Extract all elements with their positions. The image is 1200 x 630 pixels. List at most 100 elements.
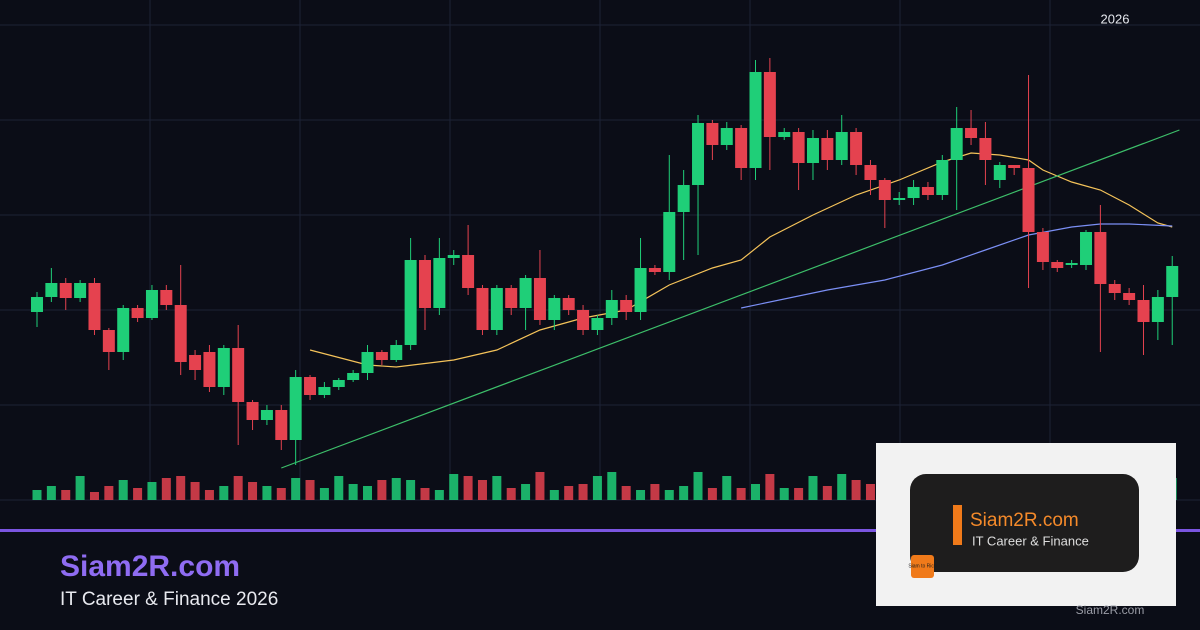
candle-body xyxy=(361,352,374,373)
candle-body xyxy=(88,283,101,330)
candle-body xyxy=(993,165,1006,180)
candle-body xyxy=(634,268,647,312)
candle-body xyxy=(864,165,877,180)
candle-body xyxy=(160,290,173,305)
candle-body xyxy=(447,255,460,258)
candle-body xyxy=(562,298,575,310)
time-label: 2026 xyxy=(1101,11,1130,26)
volume-bar xyxy=(837,474,847,500)
volume-bar xyxy=(549,490,559,500)
volume-bar xyxy=(636,490,646,500)
overlay-line xyxy=(309,152,1173,368)
candle-body xyxy=(735,128,748,168)
volume-bar xyxy=(46,486,56,500)
logo-badge xyxy=(911,555,934,578)
logo-bar xyxy=(953,505,962,545)
volume-bar xyxy=(420,488,430,500)
candle-body xyxy=(821,138,834,160)
volume-bar xyxy=(118,480,128,500)
volume-bar xyxy=(75,476,85,500)
candle-body xyxy=(965,128,978,138)
candle-body xyxy=(577,310,590,330)
volume-bar xyxy=(161,478,171,500)
watermark: Siam2R.com xyxy=(1076,603,1145,617)
candle-body xyxy=(950,128,963,160)
volume-bar xyxy=(794,488,804,500)
logo-badge-text: Siam to Rich xyxy=(908,563,937,569)
volume-bar xyxy=(305,480,315,500)
candle-body xyxy=(145,290,158,318)
volume-bar xyxy=(693,472,703,500)
volume-bar xyxy=(204,490,214,500)
candle-body xyxy=(979,138,992,160)
candle-body xyxy=(749,72,762,168)
candle-body xyxy=(1022,168,1035,232)
candle-body xyxy=(605,300,618,318)
candle-body xyxy=(1008,165,1021,168)
candle-body xyxy=(519,278,532,308)
candle-body xyxy=(1151,297,1164,322)
volume-bar xyxy=(89,492,99,500)
candle-body xyxy=(893,198,906,200)
volume-bar xyxy=(664,490,674,500)
candle-body xyxy=(117,308,130,352)
candle-body xyxy=(347,373,360,380)
tagline: IT Career & Finance 2026 xyxy=(60,589,278,610)
candle-body xyxy=(404,260,417,345)
volume-bar xyxy=(521,484,531,500)
candle-body xyxy=(591,318,604,330)
divider xyxy=(0,529,1200,532)
candle-body xyxy=(936,160,949,195)
candle-body xyxy=(462,255,475,288)
candle-body xyxy=(490,288,503,330)
candle-body xyxy=(246,402,259,420)
candle-body xyxy=(663,212,676,272)
overlay-line xyxy=(741,223,1173,309)
candle-body xyxy=(533,278,546,320)
volume-bar xyxy=(190,482,200,500)
candle-body xyxy=(189,355,202,370)
volume-bar xyxy=(176,476,186,500)
candle-body xyxy=(59,283,72,298)
volume-bar xyxy=(133,488,143,500)
candle-body xyxy=(1166,266,1179,297)
candle-body xyxy=(433,258,446,308)
candle-body xyxy=(1108,284,1121,293)
candle-body xyxy=(332,380,345,387)
volume-bar xyxy=(219,486,229,500)
candle-body xyxy=(375,352,388,360)
candle-body xyxy=(102,330,115,352)
volume-bar xyxy=(477,480,487,500)
volume-bar xyxy=(592,476,602,500)
candle-body xyxy=(203,352,216,387)
candle-body xyxy=(260,410,273,420)
candle-body xyxy=(418,260,431,308)
volume-bar xyxy=(736,488,746,500)
volume-bar xyxy=(61,490,71,500)
candle-body xyxy=(318,387,331,395)
candle-body xyxy=(1051,262,1064,268)
volume-bar xyxy=(779,488,789,500)
volume-bar xyxy=(363,486,373,500)
candle-body xyxy=(289,377,302,440)
candle-body xyxy=(907,187,920,198)
candle-body xyxy=(232,348,245,402)
volume-bar xyxy=(348,484,358,500)
candle-body xyxy=(476,288,489,330)
volume-bar xyxy=(334,476,344,500)
volume-bar xyxy=(535,472,545,500)
logo-tagline: IT Career & Finance xyxy=(972,533,1089,548)
candle-body xyxy=(720,128,733,145)
candle-body xyxy=(1123,293,1136,300)
volume-bar xyxy=(822,486,832,500)
candle-body xyxy=(275,410,288,440)
candle-body xyxy=(217,348,230,387)
grid xyxy=(0,0,1200,501)
volume-bar xyxy=(32,490,42,500)
candle-body xyxy=(45,283,58,297)
candle-body xyxy=(921,187,934,195)
volume-bar xyxy=(406,480,416,500)
candle-body xyxy=(706,123,719,145)
